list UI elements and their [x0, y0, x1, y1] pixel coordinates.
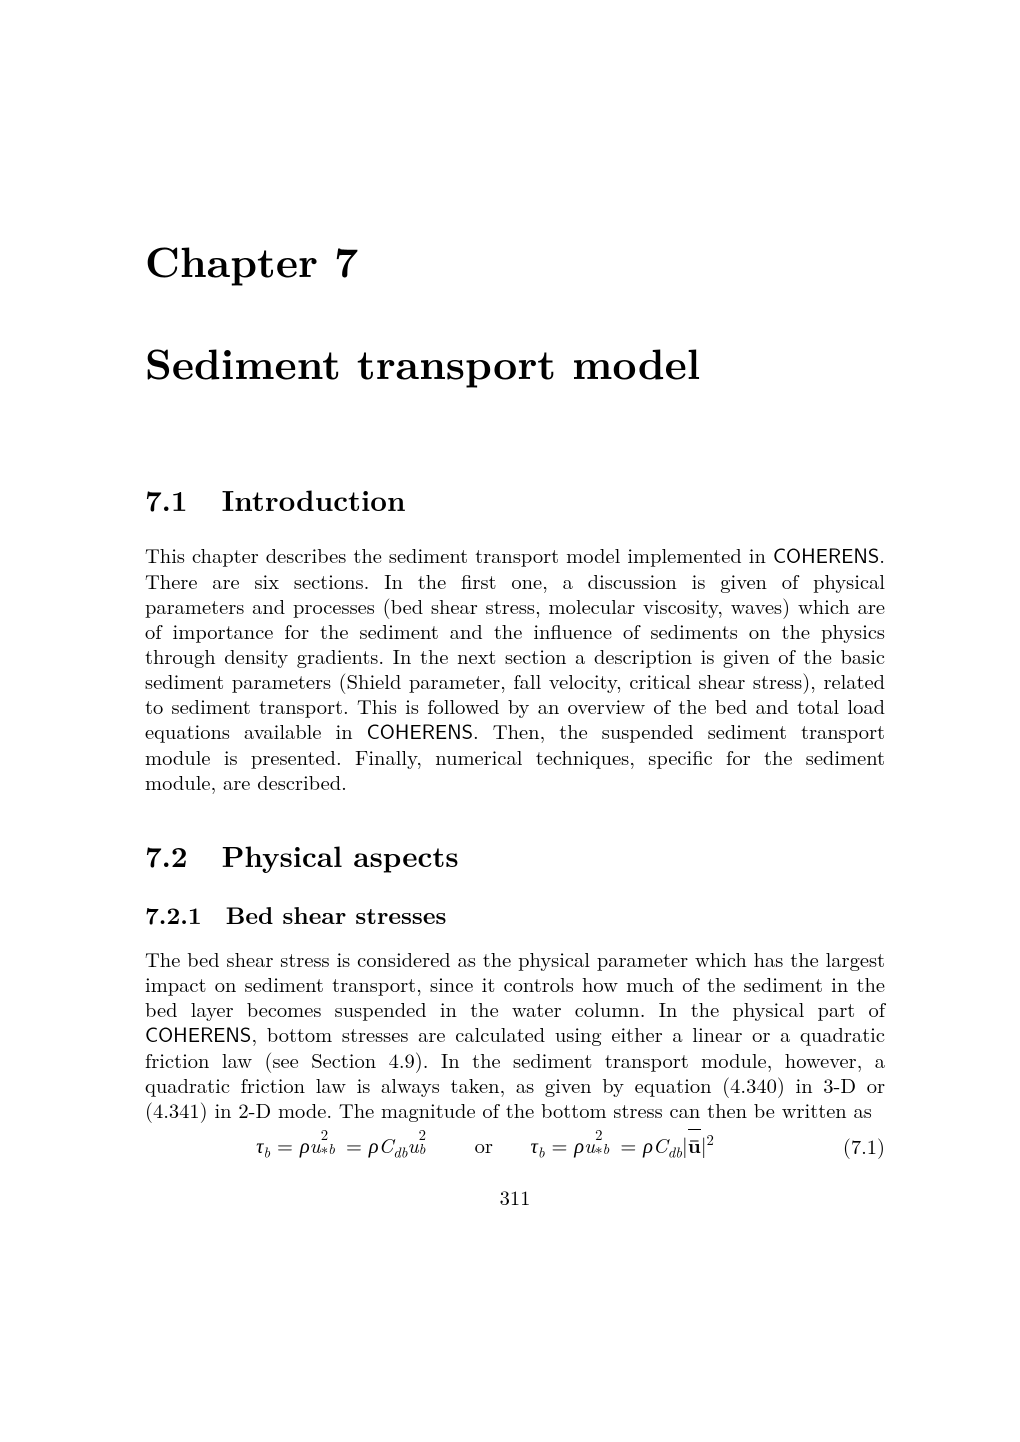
text-run: . There are six sections. In the first o…: [145, 540, 885, 745]
subsection-number: 7.2.1: [145, 898, 202, 932]
equation-body: τb = ρu2∗b = ρCdbu2b or τb = ρu2∗b = ρCd…: [145, 1130, 825, 1160]
subsection-heading-bed-shear: 7.2.1 Bed shear stresses: [145, 898, 885, 932]
equation-number: (7.1): [825, 1131, 885, 1160]
section-number: 7.1: [145, 478, 188, 520]
text-run: , bottom stresses are calculated using e…: [145, 1019, 885, 1124]
section-number: 7.2: [145, 834, 188, 876]
page-number: 311: [145, 1182, 885, 1211]
chapter-label: Chapter 7: [145, 230, 885, 290]
equation-or: or: [475, 1130, 493, 1159]
section-heading-physical-aspects: 7.2 Physical aspects: [145, 834, 885, 876]
section-title: Physical aspects: [222, 834, 459, 876]
equation-7-1: τb = ρu2∗b = ρCdbu2b or τb = ρu2∗b = ρCd…: [145, 1130, 885, 1160]
chapter-title: Sediment transport model: [145, 332, 885, 392]
bed-shear-paragraph: The bed shear stress is considered as th…: [145, 946, 885, 1122]
subsection-title: Bed shear stresses: [226, 898, 447, 932]
text-run: This chapter describes the sediment tran…: [145, 540, 773, 569]
page: Chapter 7 Sediment transport model 7.1 In…: [0, 0, 1020, 1442]
intro-paragraph: This chapter describes the sediment tran…: [145, 542, 885, 794]
section-heading-introduction: 7.1 Introduction: [145, 478, 885, 520]
text-run: The bed shear stress is considered as th…: [145, 944, 885, 1023]
section-title: Introduction: [222, 478, 406, 520]
